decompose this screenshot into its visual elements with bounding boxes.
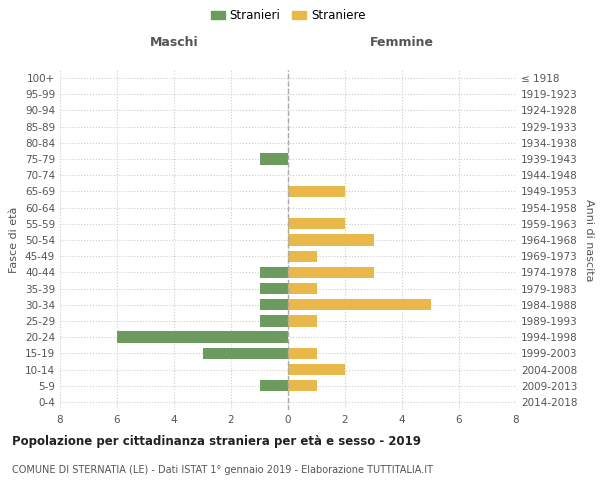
Text: Maschi: Maschi [149, 36, 199, 49]
Bar [260, 154, 288, 164]
Text: Femmine: Femmine [370, 36, 434, 49]
Bar [288, 348, 317, 359]
Bar [288, 299, 431, 310]
Bar [288, 234, 373, 246]
Y-axis label: Anni di nascita: Anni di nascita [584, 198, 594, 281]
Text: COMUNE DI STERNATIA (LE) - Dati ISTAT 1° gennaio 2019 - Elaborazione TUTTITALIA.: COMUNE DI STERNATIA (LE) - Dati ISTAT 1°… [12, 465, 433, 475]
Bar [260, 380, 288, 392]
Bar [288, 266, 373, 278]
Bar [260, 299, 288, 310]
Bar [288, 250, 317, 262]
Bar [288, 316, 317, 326]
Bar [260, 316, 288, 326]
Bar [288, 364, 345, 375]
Bar [203, 348, 288, 359]
Bar [288, 380, 317, 392]
Bar [117, 332, 288, 343]
Bar [260, 266, 288, 278]
Bar [288, 186, 345, 197]
Y-axis label: Fasce di età: Fasce di età [10, 207, 19, 273]
Text: Popolazione per cittadinanza straniera per età e sesso - 2019: Popolazione per cittadinanza straniera p… [12, 435, 421, 448]
Legend: Stranieri, Straniere: Stranieri, Straniere [206, 4, 370, 27]
Bar [288, 218, 345, 230]
Bar [260, 283, 288, 294]
Bar [288, 283, 317, 294]
